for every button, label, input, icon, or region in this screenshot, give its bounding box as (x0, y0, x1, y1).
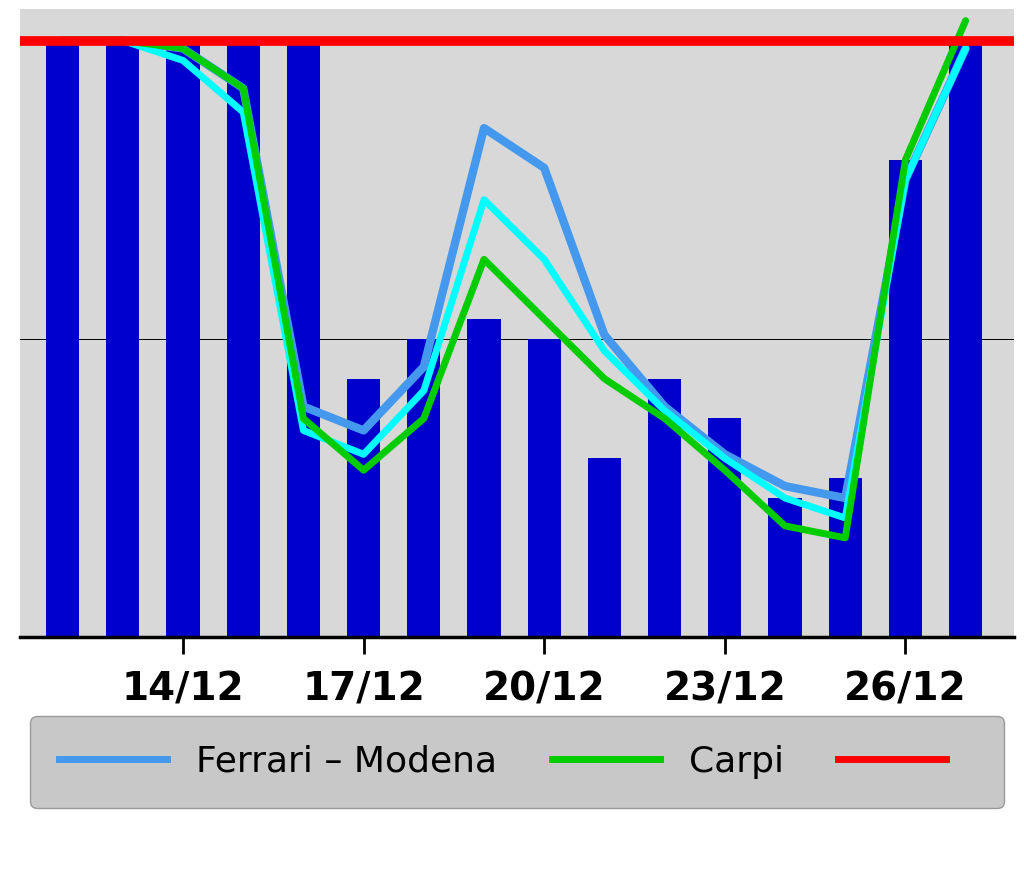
Bar (648, 379, 681, 637)
Bar (106, 40, 139, 637)
Bar (167, 40, 200, 637)
Bar (408, 339, 440, 637)
Bar (347, 379, 380, 637)
Bar (828, 478, 862, 637)
Bar (949, 40, 982, 637)
Legend: Ferrari – Modena, Carpi, : Ferrari – Modena, Carpi, (31, 716, 1004, 808)
Bar (889, 160, 922, 637)
Bar (46, 40, 79, 637)
Bar (527, 339, 561, 637)
Bar (709, 418, 741, 637)
Bar (768, 498, 802, 637)
Bar (588, 458, 621, 637)
Bar (467, 319, 501, 637)
Bar (287, 40, 319, 637)
Bar (226, 40, 260, 637)
